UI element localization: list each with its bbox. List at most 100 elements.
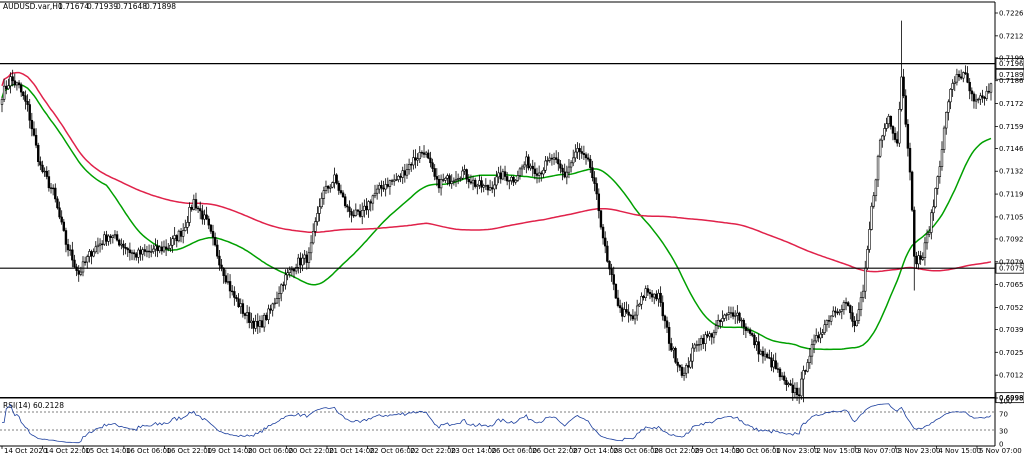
candle-body bbox=[823, 324, 826, 333]
candle bbox=[64, 227, 68, 253]
time-tick-label: 30 Oct 06:00 bbox=[735, 447, 781, 454]
price-tick-label: 0.71995 bbox=[999, 54, 1024, 62]
candle-body bbox=[335, 174, 338, 184]
candle bbox=[812, 334, 816, 354]
candle-body bbox=[719, 320, 722, 322]
candle bbox=[66, 238, 70, 257]
candle bbox=[738, 311, 741, 323]
candle-body bbox=[644, 288, 647, 298]
rsi-level-label: 100 bbox=[999, 398, 1012, 406]
candle bbox=[951, 79, 954, 97]
level-label: 0.70752 bbox=[999, 265, 1024, 273]
candle-body bbox=[241, 303, 245, 314]
candle bbox=[589, 155, 592, 173]
candle-body bbox=[188, 207, 191, 223]
candle bbox=[674, 346, 677, 364]
rsi-level-label: 70 bbox=[999, 410, 1008, 418]
candle bbox=[936, 175, 939, 195]
candle bbox=[17, 80, 21, 89]
candle-body bbox=[725, 314, 728, 316]
candle bbox=[883, 123, 886, 141]
candle bbox=[949, 88, 952, 110]
candle bbox=[186, 216, 189, 234]
candle bbox=[299, 252, 302, 273]
candle bbox=[942, 125, 946, 153]
candle bbox=[523, 161, 526, 171]
candle-body bbox=[827, 320, 831, 322]
candle bbox=[627, 304, 630, 323]
price-tick-label: 0.70255 bbox=[999, 349, 1024, 357]
candle-body bbox=[476, 184, 479, 187]
candle bbox=[913, 206, 916, 291]
candle bbox=[437, 175, 441, 193]
candle-body bbox=[145, 250, 149, 253]
candle bbox=[403, 163, 407, 183]
candle-body bbox=[938, 166, 942, 177]
candle bbox=[280, 283, 283, 302]
candle-body bbox=[160, 246, 164, 252]
candle-body bbox=[128, 249, 132, 254]
candle-body bbox=[395, 179, 398, 181]
candle-body bbox=[883, 128, 886, 137]
candle bbox=[81, 256, 85, 277]
candle-body bbox=[797, 394, 801, 397]
candle-body bbox=[341, 192, 345, 198]
candle bbox=[778, 367, 782, 381]
rsi-level-label: 30 bbox=[999, 428, 1008, 436]
candle-body bbox=[836, 311, 839, 314]
candle bbox=[463, 164, 466, 175]
candle bbox=[552, 152, 556, 165]
candle bbox=[456, 173, 460, 185]
candle bbox=[126, 246, 129, 257]
candle bbox=[932, 199, 935, 221]
candle bbox=[748, 327, 752, 337]
candle bbox=[663, 314, 667, 329]
candle-body bbox=[431, 162, 434, 169]
candle bbox=[194, 192, 198, 211]
candle bbox=[480, 176, 483, 193]
candle-body bbox=[22, 91, 25, 97]
candle-body bbox=[103, 234, 106, 245]
candle-body bbox=[804, 370, 807, 372]
candle-body bbox=[525, 156, 528, 166]
candle-body bbox=[484, 185, 488, 187]
candle-body bbox=[184, 227, 187, 231]
candle-body bbox=[292, 268, 296, 272]
candle-body bbox=[574, 151, 577, 159]
candle bbox=[469, 174, 473, 185]
candle bbox=[797, 387, 801, 404]
candle-body bbox=[433, 168, 436, 177]
candle-body bbox=[791, 384, 794, 393]
candle-body bbox=[565, 171, 569, 178]
candle-body bbox=[194, 199, 198, 209]
candle-body bbox=[661, 302, 664, 317]
candle-body bbox=[54, 187, 57, 200]
candle-body bbox=[324, 185, 328, 191]
candle bbox=[753, 333, 756, 349]
candle bbox=[416, 153, 419, 167]
candle bbox=[412, 149, 415, 170]
candle-body bbox=[248, 312, 251, 323]
candle-body bbox=[891, 126, 895, 134]
candle bbox=[0, 97, 4, 113]
candle bbox=[405, 163, 409, 179]
candle-body bbox=[486, 185, 490, 191]
candle bbox=[30, 112, 34, 137]
candle-body bbox=[919, 255, 922, 260]
candle bbox=[341, 190, 345, 198]
candle-body bbox=[527, 156, 530, 169]
candle-body bbox=[548, 157, 551, 161]
candle-body bbox=[143, 249, 147, 252]
candle bbox=[171, 235, 174, 253]
candle-body bbox=[64, 230, 68, 245]
candle bbox=[962, 71, 965, 83]
candle-body bbox=[254, 321, 257, 329]
candle-body bbox=[354, 209, 358, 216]
candle-body bbox=[301, 257, 304, 266]
candle-body bbox=[853, 321, 856, 327]
candle-body bbox=[859, 297, 863, 310]
candle bbox=[96, 237, 100, 255]
candle-body bbox=[83, 261, 87, 263]
candle bbox=[184, 219, 187, 232]
candle bbox=[265, 312, 268, 321]
